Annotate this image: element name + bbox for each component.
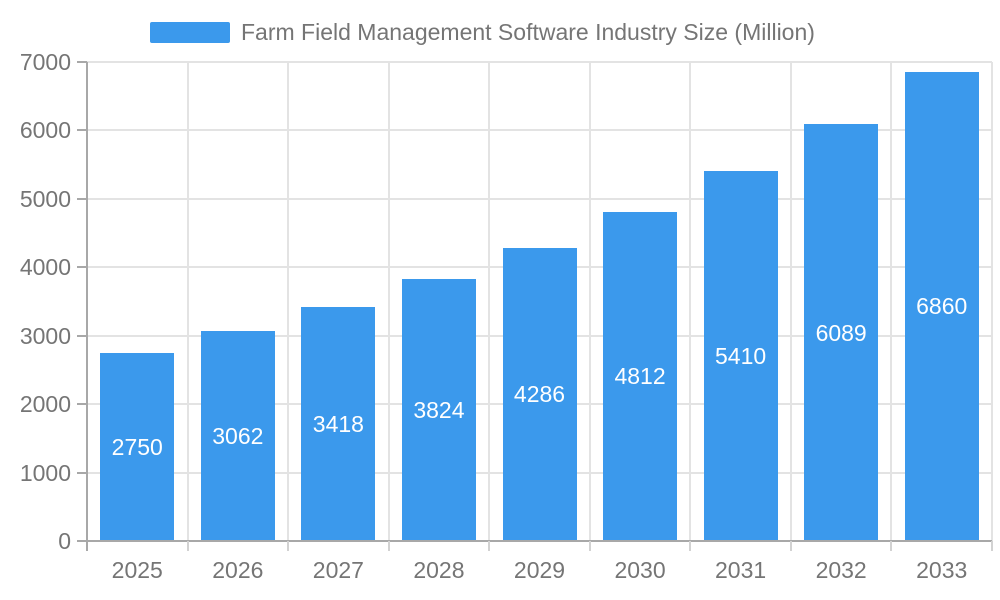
y-tick [77, 334, 87, 337]
x-gridline [890, 62, 893, 541]
x-tick-label: 2026 [212, 557, 264, 583]
bar [904, 71, 979, 541]
bar-value-label: 6860 [916, 293, 968, 320]
x-gridline [186, 62, 189, 541]
x-tick [789, 541, 792, 551]
x-gridline [991, 62, 993, 541]
x-axis-line [77, 540, 992, 542]
x-tick [488, 541, 491, 551]
x-tick [890, 541, 893, 551]
x-gridline [689, 62, 692, 541]
x-tick-label: 2030 [614, 557, 666, 583]
bar-value-label: 3824 [413, 397, 465, 424]
y-axis-line [86, 62, 88, 551]
x-tick [387, 541, 390, 551]
y-tick [77, 129, 87, 132]
bar [401, 279, 476, 541]
x-gridline [387, 62, 390, 541]
x-tick [186, 541, 189, 551]
x-tick [287, 541, 290, 551]
y-gridline [87, 197, 992, 200]
bar [502, 247, 577, 541]
bar [703, 170, 778, 541]
bar-value-label: 3062 [212, 423, 264, 450]
x-tick [991, 541, 993, 551]
x-tick-label: 2033 [916, 557, 968, 583]
legend-label: Farm Field Management Software Industry … [241, 18, 815, 45]
bar-value-label: 4812 [614, 363, 666, 390]
y-tick [77, 471, 87, 474]
y-tick-label: 7000 [19, 49, 71, 75]
x-tick [588, 541, 591, 551]
y-tick [77, 540, 87, 542]
x-gridline [588, 62, 591, 541]
y-tick-label: 5000 [19, 185, 71, 212]
x-tick-label: 2031 [715, 557, 767, 583]
y-tick-label: 3000 [19, 322, 71, 349]
y-tick [77, 61, 87, 63]
x-tick-label: 2029 [513, 557, 566, 583]
x-gridline [488, 62, 491, 541]
y-gridline [87, 61, 992, 63]
x-tick [689, 541, 692, 551]
bar-value-label: 6089 [815, 319, 867, 346]
bar [603, 211, 678, 541]
bar-value-label: 3418 [312, 411, 364, 438]
y-tick-label: 2000 [19, 391, 71, 418]
bar [301, 307, 376, 541]
y-tick-label: 4000 [19, 254, 71, 281]
bar-value-label: 5410 [715, 342, 767, 369]
bar [804, 124, 879, 541]
chart-legend: Farm Field Management Software Industry … [150, 18, 815, 46]
x-tick-label: 2027 [312, 557, 364, 583]
y-tick-label: 1000 [19, 459, 71, 486]
bar-value-label: 2750 [111, 433, 163, 460]
y-tick-label: 0 [58, 528, 71, 554]
y-tick [77, 197, 87, 200]
x-tick-label: 2028 [413, 557, 465, 583]
x-tick-label: 2032 [815, 557, 867, 583]
bar [200, 331, 275, 541]
y-tick [77, 266, 87, 269]
x-gridline [287, 62, 290, 541]
y-tick-label: 6000 [19, 117, 71, 144]
x-tick-label: 2025 [111, 557, 163, 583]
y-tick [77, 403, 87, 406]
x-gridline [789, 62, 792, 541]
y-gridline [87, 129, 992, 132]
bar-value-label: 4286 [513, 381, 566, 408]
legend-swatch [150, 21, 230, 43]
bar [100, 352, 175, 541]
